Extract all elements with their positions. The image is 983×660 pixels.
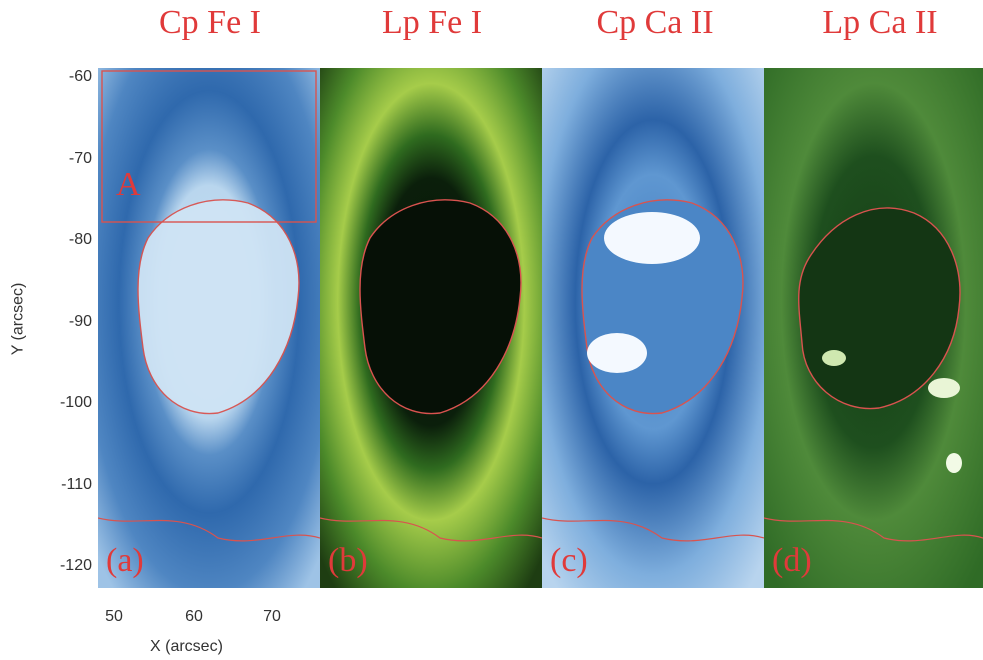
- x-tick: 70: [263, 608, 281, 625]
- y-axis-label: Y (arcsec): [9, 282, 27, 356]
- panel-c: (c): [542, 68, 764, 588]
- y-tick: -100: [59, 394, 92, 411]
- panel-b: (b): [320, 68, 542, 588]
- x-tick: 60: [185, 608, 203, 625]
- y-tick: -80: [68, 231, 92, 248]
- y-tick: -60: [68, 68, 92, 85]
- y-tick: -120: [59, 557, 92, 574]
- x-tick: 50: [105, 608, 123, 625]
- title-cp-ca: Cp Ca II: [596, 4, 714, 41]
- panel-label-a: (a): [106, 542, 144, 579]
- panel-label-d: (d): [772, 542, 812, 579]
- panel-d: (d): [764, 68, 983, 588]
- panel-label-b: (b): [328, 542, 368, 579]
- region-a-label: A: [116, 166, 141, 203]
- title-lp-ca: Lp Ca II: [822, 4, 938, 41]
- y-tick: -110: [61, 476, 92, 493]
- title-lp-fe: Lp Fe I: [381, 4, 483, 41]
- panel-label-c: (c): [550, 542, 588, 579]
- y-tick: -70: [68, 150, 92, 167]
- y-tick: -90: [68, 313, 92, 330]
- title-cp-fe: Cp Fe I: [159, 4, 261, 41]
- x-axis-label: X (arcsec): [150, 638, 223, 655]
- panel-a: A (a): [98, 68, 320, 588]
